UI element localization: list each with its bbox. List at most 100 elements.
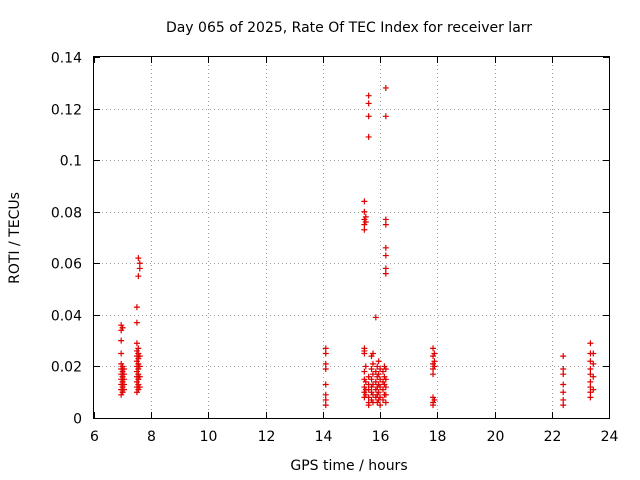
data-point [590,360,597,367]
data-point [362,219,369,226]
x-tick-label: 10 [200,429,218,445]
data-point [361,208,368,215]
data-point [382,366,389,373]
data-point [590,373,597,380]
data-point [369,360,376,367]
data-point [382,384,389,391]
data-point [121,376,128,383]
x-tick-label: 12 [258,429,276,445]
data-point [365,113,372,120]
data-point [121,366,128,373]
data-point [368,366,375,373]
data-point [560,381,567,388]
x-tick-label: 20 [487,429,505,445]
chart-title: Day 065 of 2025, Rate Of TEC Index for r… [166,20,532,36]
data-point [322,396,329,403]
data-point [361,226,368,233]
data-point [375,371,382,378]
data-point [431,363,438,370]
data-point [361,350,368,357]
data-point [136,384,143,391]
data-point [382,376,389,383]
data-point [368,376,375,383]
data-point [322,381,329,388]
data-point [382,244,389,251]
data-point [322,360,329,367]
data-point [119,324,126,331]
data-point [431,350,438,357]
data-point [322,345,329,352]
data-point [382,391,389,398]
data-point [136,373,143,380]
data-point [560,402,567,409]
data-point [382,252,389,259]
data-point [382,399,389,406]
data-point [560,366,567,373]
data-point [560,396,567,403]
data-point [365,133,372,140]
data-point [587,366,594,373]
grid [94,57,609,418]
data-point [560,389,567,396]
x-tick-label: 16 [372,429,390,445]
data-point [590,350,597,357]
data-point [587,378,594,385]
y-axis-label: ROTI / TECUs [7,192,23,284]
data-point [361,368,368,375]
data-point [382,265,389,272]
plot-frame [93,56,610,419]
data-point [430,371,437,378]
data-point [430,345,437,352]
data-point [372,314,379,321]
data-marks [118,84,597,409]
data-point [133,319,140,326]
data-point [431,358,438,365]
data-point [121,371,128,378]
data-point [133,340,140,347]
data-point [136,260,143,267]
data-point [136,363,143,370]
data-point [377,402,384,409]
data-point [133,304,140,311]
data-point [365,100,372,107]
x-tick-label: 22 [544,429,562,445]
data-point [322,350,329,357]
data-point [560,371,567,378]
x-axis-label: GPS time / hours [290,458,407,474]
data-point [365,402,372,409]
data-point [430,402,437,409]
data-point [382,270,389,277]
y-tick-label: 0.08 [51,206,82,222]
data-point [590,386,597,393]
data-point [365,92,372,99]
y-tick-label: 0 [73,412,82,428]
data-point [118,337,125,344]
data-point [135,345,142,352]
y-tick-label: 0.02 [51,360,82,376]
data-point [362,363,369,370]
x-tick-label: 6 [90,429,99,445]
x-tick-labels: 6 8 10 12 14 16 18 20 22 24 [90,429,618,445]
data-point [382,84,389,91]
y-tick-label: 0.04 [51,309,82,325]
data-point [136,353,143,360]
data-point [560,353,567,360]
data-point [136,265,143,272]
x-tick-label: 18 [429,429,447,445]
data-point [587,394,594,401]
data-point [431,396,438,403]
data-point [382,221,389,228]
data-point [135,273,142,280]
x-tick-label: 8 [147,429,156,445]
y-tick-label: 0.1 [60,154,82,170]
data-point [375,358,382,365]
axis-ticks [94,57,610,419]
data-point [121,381,128,388]
y-tick-label: 0.14 [51,51,82,67]
data-point [375,389,382,396]
x-tick-label: 14 [315,429,333,445]
data-point [322,402,329,409]
data-point [369,350,376,357]
data-point [382,216,389,223]
